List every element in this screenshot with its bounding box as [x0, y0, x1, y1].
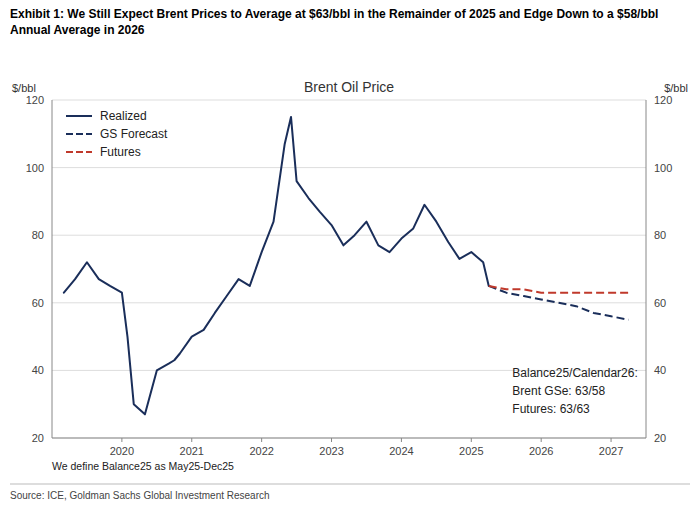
grid-line [52, 167, 646, 168]
x-axis-line [52, 438, 646, 439]
annotation: Brent GSe: 63/58 [512, 384, 605, 398]
legend-swatch [66, 115, 92, 117]
legend: Realized GS Forecast Futures [66, 109, 168, 159]
annotation: Balance25/Calendar26: [512, 366, 637, 380]
grid-line [52, 302, 646, 303]
y-tick-label: 80 [32, 229, 44, 241]
chart-page: {"chart_data": { "type": "line", "title"… [0, 0, 700, 509]
x-tick-label: 2024 [389, 445, 413, 457]
y-axis-label: $/bbl [12, 82, 36, 94]
series-line [489, 286, 629, 320]
title: Exhibit 1: We Still Expect Brent Prices … [10, 6, 690, 38]
x-tick [331, 438, 332, 442]
y-tick-label: 120 [26, 94, 44, 106]
x-tick-label: 2022 [249, 445, 273, 457]
source: Source: ICE, Goldman Sachs Global Invest… [10, 490, 270, 501]
y-axis-line [52, 100, 53, 438]
x-tick [401, 438, 402, 442]
legend-label: GS Forecast [100, 127, 168, 141]
x-tick-label: 2023 [319, 445, 343, 457]
y-tick-label: 20 [32, 432, 44, 444]
annotation: Futures: 63/63 [512, 402, 590, 416]
y2-tick-label: 20 [654, 432, 666, 444]
y2-tick-label: 40 [654, 364, 666, 376]
separator [10, 484, 690, 485]
y2-axis-line [646, 100, 647, 438]
grid-line [52, 438, 646, 439]
x-tick [191, 438, 192, 442]
series-line [64, 117, 489, 414]
y2-tick-label: 120 [654, 94, 672, 106]
x-tick [261, 438, 262, 442]
x-tick [471, 438, 472, 442]
y-tick-label: 100 [26, 162, 44, 174]
x-tick-label: 2026 [529, 445, 553, 457]
x-tick [541, 438, 542, 442]
chart-title: Brent Oil Price [304, 79, 394, 95]
legend-swatch [66, 151, 92, 153]
legend-label: Futures [100, 145, 141, 159]
y-tick-label: 40 [32, 364, 44, 376]
legend-label: Realized [100, 109, 147, 123]
grid-line [52, 100, 646, 101]
x-tick-label: 2025 [459, 445, 483, 457]
x-tick-label: 2020 [110, 445, 134, 457]
y2-axis-label: $/bbl [664, 82, 688, 94]
grid-line [52, 235, 646, 236]
y2-tick-label: 80 [654, 229, 666, 241]
x-tick [611, 438, 612, 442]
x-tick [121, 438, 122, 442]
x-tick-label: 2027 [599, 445, 623, 457]
y2-tick-label: 60 [654, 297, 666, 309]
x-tick-label: 2021 [180, 445, 204, 457]
y2-tick-label: 100 [654, 162, 672, 174]
y-tick-label: 60 [32, 297, 44, 309]
series-line [489, 286, 629, 293]
footnote: We define Balance25 as May25-Dec25 [52, 460, 234, 472]
legend-swatch [66, 133, 92, 135]
